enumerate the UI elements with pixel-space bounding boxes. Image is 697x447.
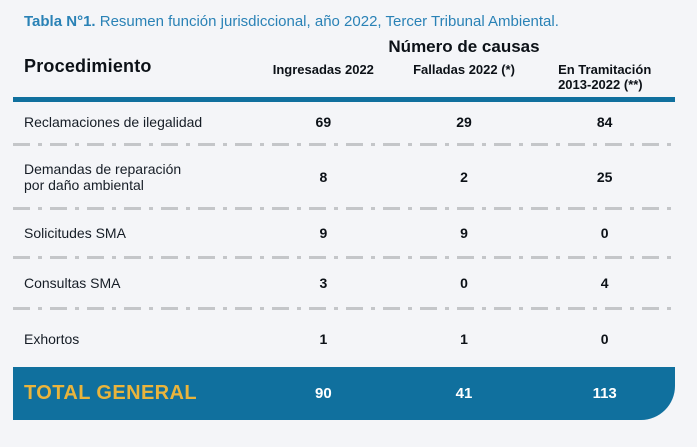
total-row: TOTAL GENERAL 90 41 113: [13, 367, 675, 420]
table-row: Consultas SMA 3 0 4: [13, 260, 675, 306]
table-title-number: Tabla N°1.: [24, 13, 96, 30]
table-row: Demandas de reparación por daño ambienta…: [13, 147, 675, 206]
cell-total-tramitacion: 113: [592, 385, 617, 402]
row-label-reclamaciones: Reclamaciones de ilegalidad: [24, 114, 203, 130]
column-header-en-tramitacion: En Tramitación 2013-2022 (**): [534, 62, 675, 92]
cell-demandas-falladas: 2: [460, 168, 468, 185]
row-label-exhortos: Exhortos: [24, 331, 80, 347]
cell-consultas-falladas: 0: [460, 275, 468, 291]
procedure-header-cell: Procedimiento: [13, 36, 253, 97]
cell-reclamaciones-falladas: 29: [456, 114, 472, 130]
cell-total-ingresadas: 90: [314, 385, 332, 402]
cell-solicitudes-ingresadas: 9: [319, 225, 328, 241]
cell-exhortos-tramitacion: 0: [600, 331, 609, 347]
total-label: TOTAL GENERAL: [24, 382, 197, 404]
causes-header-group: Número de causas Ingresadas 2022 Fallada…: [253, 36, 675, 97]
cell-reclamaciones-ingresadas: 69: [315, 114, 332, 130]
table-row: Reclamaciones de ilegalidad 69 29 84: [13, 102, 675, 142]
group-header-numero-de-causas: Número de causas: [388, 37, 540, 56]
cell-solicitudes-tramitacion: 0: [600, 225, 609, 241]
sub-header-row: Ingresadas 2022 Falladas 2022 (*) En Tra…: [253, 62, 675, 92]
table-row: Exhortos 1 1 0: [13, 311, 675, 367]
column-header-ingresadas: Ingresadas 2022: [272, 62, 374, 77]
table-title: Tabla N°1. Resumen función jurisdicciona…: [24, 12, 697, 31]
row-label-demandas: Demandas de reparación por daño ambienta…: [24, 160, 182, 193]
cell-consultas-tramitacion: 4: [600, 275, 609, 291]
cell-total-falladas: 41: [455, 385, 473, 402]
jurisdictional-summary-table: Procedimiento Número de causas Ingresada…: [13, 36, 675, 420]
column-header-procedimiento: Procedimiento: [24, 56, 152, 76]
cell-reclamaciones-tramitacion: 84: [596, 114, 613, 130]
header-divider-bar: [13, 97, 675, 102]
table-row: Solicitudes SMA 9 9 0: [13, 211, 675, 255]
cell-exhortos-falladas: 1: [460, 331, 468, 347]
cell-consultas-ingresadas: 3: [319, 275, 328, 291]
cell-demandas-ingresadas: 8: [319, 168, 328, 185]
cell-solicitudes-falladas: 9: [460, 225, 468, 241]
column-header-falladas: Falladas 2022 (*): [413, 62, 515, 77]
table-header: Procedimiento Número de causas Ingresada…: [13, 36, 675, 97]
table-title-text: Resumen función jurisdiccional, año 2022…: [95, 13, 559, 30]
column-header-en-tramitacion-text: En Tramitación 2013-2022 (**): [558, 62, 652, 92]
row-label-consultas: Consultas SMA: [24, 275, 121, 291]
cell-demandas-tramitacion: 25: [596, 168, 613, 185]
row-label-solicitudes: Solicitudes SMA: [24, 225, 126, 241]
cell-exhortos-ingresadas: 1: [319, 331, 328, 347]
